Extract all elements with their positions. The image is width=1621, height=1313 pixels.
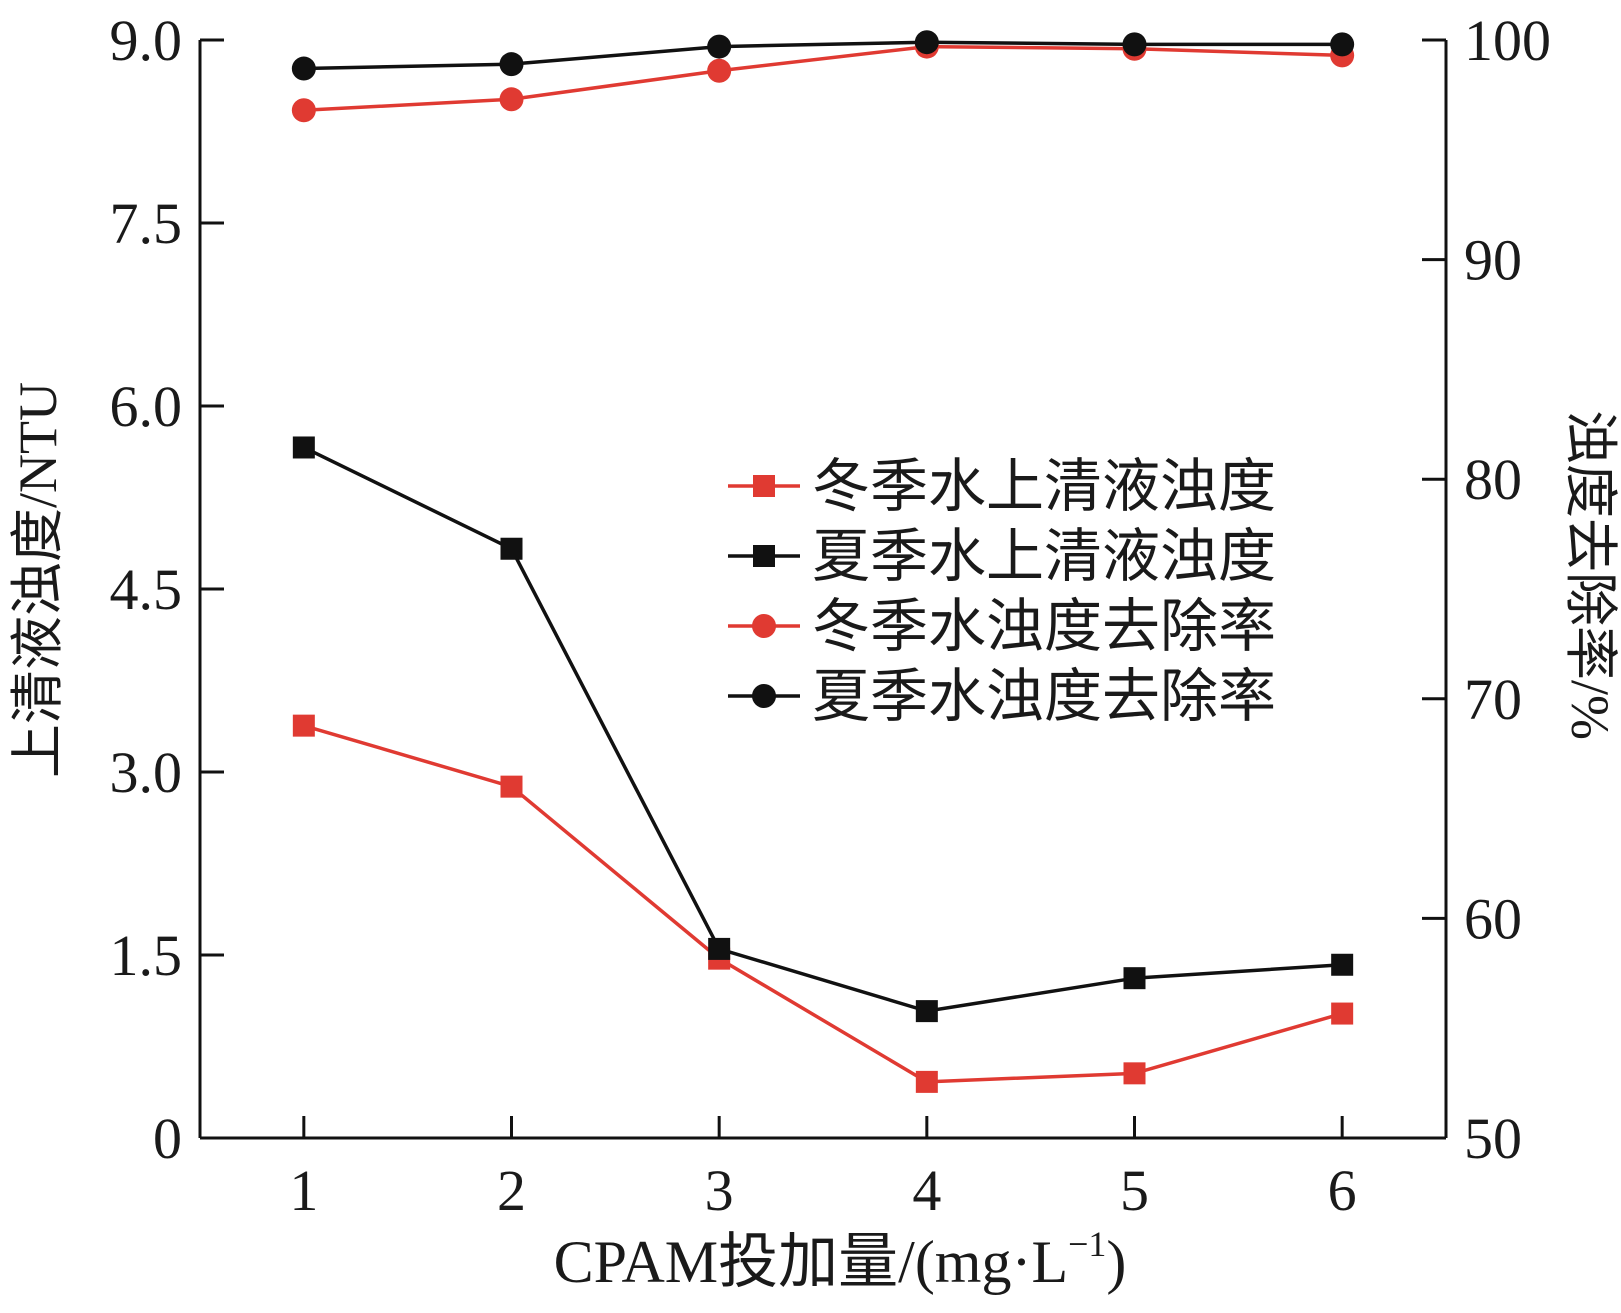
data-point bbox=[499, 87, 524, 112]
legend-label: 夏季水上清液浊度 bbox=[812, 524, 1276, 589]
series-3 bbox=[291, 34, 1355, 123]
data-point bbox=[499, 52, 524, 77]
legend-item: 冬季水浊度去除率 bbox=[728, 594, 1276, 659]
data-point bbox=[291, 56, 316, 81]
data-point bbox=[707, 58, 732, 83]
axes: 0 1.5 3.0 4.5 6.0 7.5 9.0 50 60 70 80 90 100 1 2 3 4 5 6 bbox=[110, 8, 1552, 1223]
data-point bbox=[1123, 1062, 1146, 1085]
data-point bbox=[915, 1000, 938, 1023]
data-point bbox=[1331, 953, 1354, 976]
legend-item: 冬季水上清液浊度 bbox=[728, 454, 1276, 519]
x-axis-label: CPAM投加量/(mg·L−1) bbox=[554, 1224, 1127, 1295]
legend-label: 冬季水浊度去除率 bbox=[812, 594, 1276, 659]
y-left-tick-label: 4.5 bbox=[110, 557, 183, 622]
x-axis-label-superscript: −1 bbox=[1068, 1224, 1106, 1264]
data-point bbox=[914, 30, 939, 55]
x-tick-label: 3 bbox=[705, 1158, 734, 1223]
data-point bbox=[292, 436, 315, 459]
legend-label: 夏季水浊度去除率 bbox=[812, 664, 1276, 729]
y-right-tick-label: 80 bbox=[1464, 447, 1522, 512]
y-right-tick-label: 100 bbox=[1464, 8, 1551, 73]
series-1 bbox=[292, 714, 1354, 1093]
x-tick-label: 1 bbox=[289, 1158, 318, 1223]
legend-marker bbox=[753, 475, 775, 497]
y-left-tick-label: 1.5 bbox=[110, 923, 183, 988]
legend-marker bbox=[752, 684, 776, 708]
x-axis-label-close: ) bbox=[1106, 1229, 1126, 1295]
series-2 bbox=[292, 436, 1354, 1023]
y-left-tick-label: 6.0 bbox=[110, 374, 183, 439]
y-left-tick-label: 7.5 bbox=[110, 191, 183, 256]
legend-item: 夏季水上清液浊度 bbox=[728, 524, 1276, 589]
y-right-tick-label: 90 bbox=[1464, 228, 1522, 293]
x-tick-label: 2 bbox=[497, 1158, 526, 1223]
series-line bbox=[303, 445, 1343, 1013]
x-tick-label: 5 bbox=[1120, 1158, 1149, 1223]
legend-marker bbox=[752, 614, 776, 638]
data-point bbox=[500, 775, 523, 798]
data-point bbox=[1122, 32, 1147, 57]
data-point bbox=[1330, 32, 1355, 57]
data-point bbox=[1331, 1002, 1354, 1025]
legend-item: 夏季水浊度去除率 bbox=[728, 664, 1276, 729]
legend-label: 冬季水上清液浊度 bbox=[812, 454, 1276, 519]
x-tick-label: 6 bbox=[1328, 1158, 1357, 1223]
x-tick-label: 4 bbox=[912, 1158, 941, 1223]
series-line bbox=[303, 40, 1343, 71]
series-line bbox=[303, 44, 1343, 113]
data-point bbox=[707, 34, 732, 59]
data-point bbox=[500, 537, 523, 560]
y-right-tick-label: 50 bbox=[1464, 1106, 1522, 1171]
y-right-tick-label: 70 bbox=[1464, 667, 1522, 732]
y-left-tick-label: 3.0 bbox=[110, 740, 183, 805]
y-axis-label-left: 上清液浊度/NTU bbox=[8, 382, 68, 778]
y-left-tick-label: 0 bbox=[153, 1106, 182, 1171]
y-right-tick-label: 60 bbox=[1464, 886, 1522, 951]
legend-marker bbox=[753, 545, 775, 567]
series-line bbox=[303, 723, 1343, 1084]
data-point bbox=[708, 937, 731, 960]
data-point bbox=[291, 98, 316, 123]
data-point bbox=[1123, 967, 1146, 990]
series-layer bbox=[291, 30, 1355, 1093]
series-4 bbox=[291, 30, 1355, 81]
y-left-tick-label: 9.0 bbox=[110, 8, 183, 73]
data-point bbox=[292, 714, 315, 737]
y-axis-label-right: 浊度去除率/% bbox=[1560, 410, 1620, 740]
data-point bbox=[915, 1070, 938, 1093]
